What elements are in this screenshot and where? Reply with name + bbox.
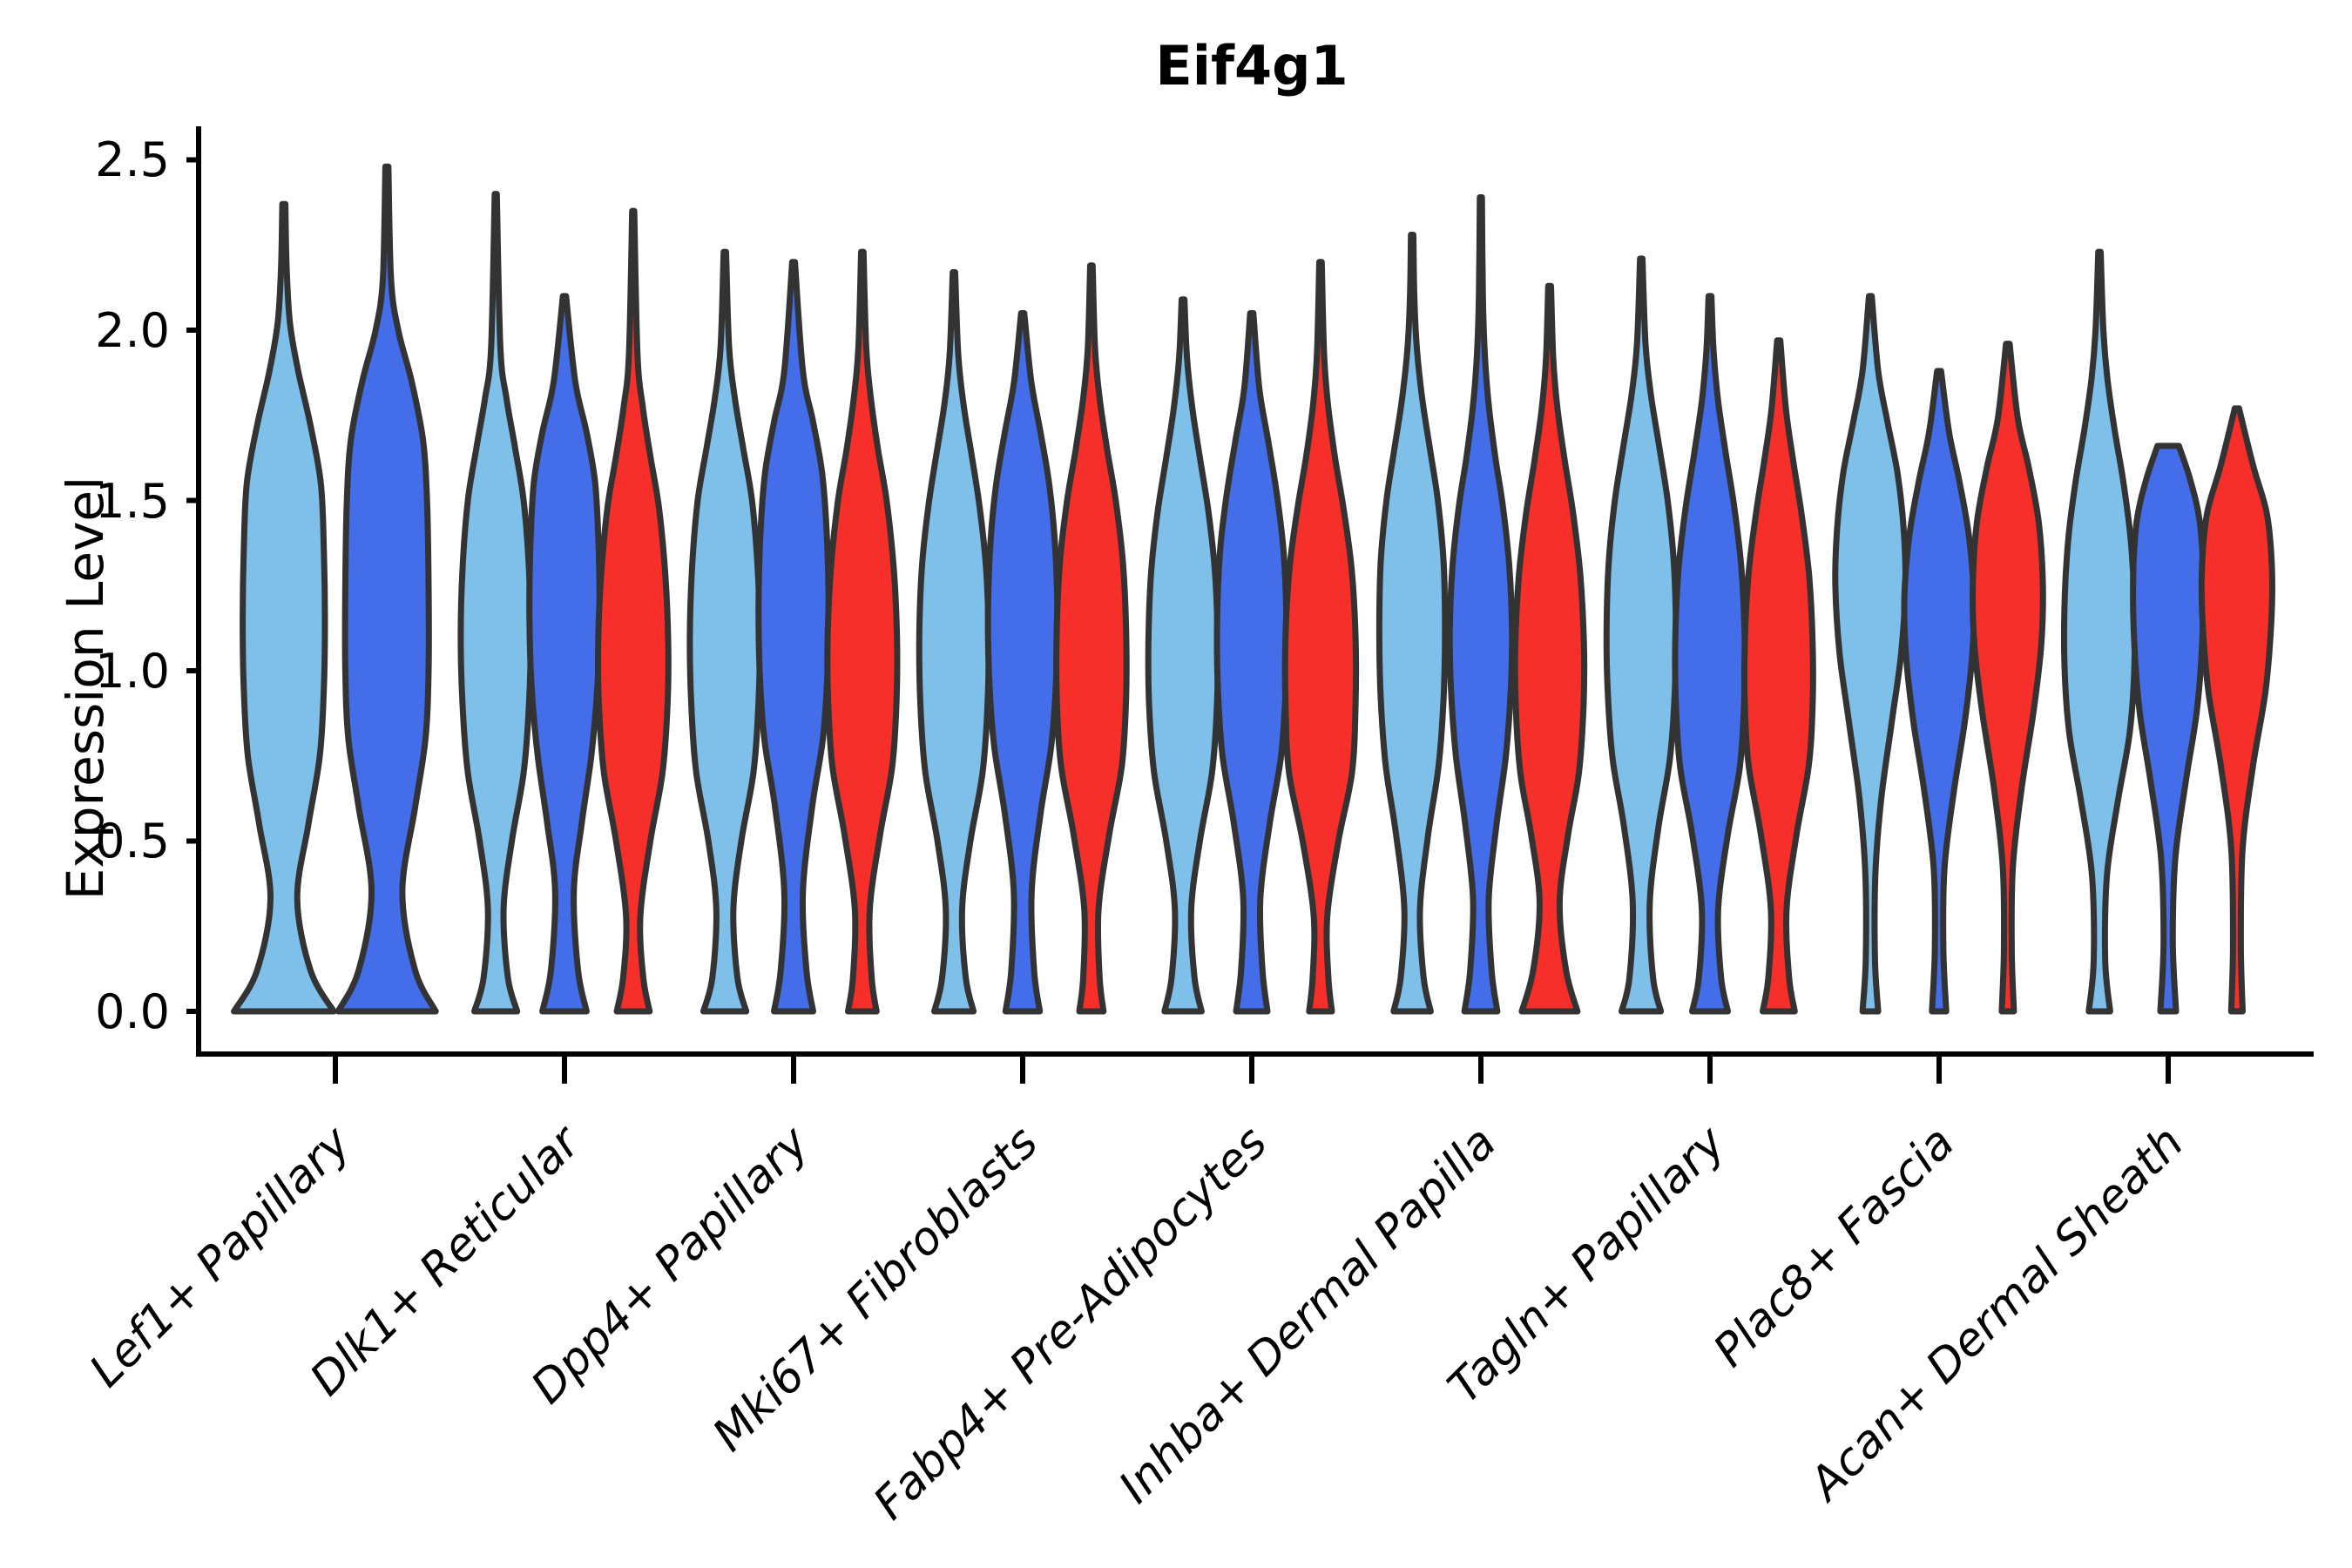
violin-plac8-fascia-light_blue: [1832, 293, 1909, 1015]
y-tick-label: 0.5: [95, 814, 170, 868]
violin-fabp4-pre-adipocytes-dark_blue: [1213, 310, 1290, 1015]
violin-acan-dermal-sheath-dark_blue: [2130, 443, 2207, 1015]
violin-acan-dermal-sheath-light_blue: [2060, 248, 2139, 1015]
violin-fabp4-pre-adipocytes-light_blue: [1145, 296, 1221, 1015]
violin-inhba-dermal-papilla-red: [1511, 282, 1588, 1015]
y-tick-labels: 0.0 0.5 1.0 1.5 2.0 2.5: [95, 132, 170, 1039]
violin-plac8-fascia-red: [1970, 341, 2046, 1015]
y-tick-label: 0.0: [95, 984, 170, 1039]
y-tick-label: 1.5: [95, 474, 170, 529]
violin-dlk1-reticular-red: [594, 207, 672, 1015]
violin-tagln-papillary-light_blue: [1603, 255, 1680, 1015]
violin-mki67-fibroblasts-dark_blue: [984, 310, 1061, 1015]
violins-layer: [231, 163, 2276, 1015]
violin-dpp4-papillary-red: [824, 248, 901, 1015]
violin-inhba-dermal-papilla-dark_blue: [1446, 194, 1516, 1015]
violin-fabp4-pre-adipocytes-red: [1281, 259, 1360, 1015]
violin-lef1-papillary-light_blue: [231, 200, 337, 1015]
violin-inhba-dermal-papilla-light_blue: [1375, 232, 1449, 1015]
violin-mki67-fibroblasts-light_blue: [916, 269, 992, 1015]
y-tick-label: 2.0: [95, 303, 170, 358]
x-tick-label: Plac8+ Fascia: [1704, 1117, 1964, 1377]
y-tick-label: 2.5: [95, 132, 170, 187]
violin-dpp4-papillary-light_blue: [686, 248, 763, 1015]
x-tick-label: Fabp4+ Pre-Adipocytes: [864, 1117, 1278, 1531]
violin-acan-dermal-sheath-red: [2198, 405, 2276, 1015]
y-tick-label: 1.0: [95, 644, 170, 699]
chart-title: Eif4g1: [1155, 34, 1348, 98]
axes-layer: [186, 126, 2314, 1084]
violin-mki67-fibroblasts-red: [1053, 262, 1130, 1015]
violin-lef1-papillary-dark_blue: [335, 163, 439, 1015]
violin-dlk1-reticular-dark_blue: [526, 293, 603, 1015]
x-tick-label: Inhba+ Dermal Papilla: [1109, 1117, 1506, 1514]
violin-tagln-papillary-dark_blue: [1672, 293, 1748, 1015]
x-tick-labels: Lef1+ Papillary Dlk1+ Reticular Dpp4+ Pa…: [80, 1114, 2193, 1530]
violin-dlk1-reticular-light_blue: [457, 191, 534, 1015]
y-axis-label: Expression Level: [56, 476, 115, 900]
violin-tagln-papillary-red: [1740, 337, 1816, 1015]
x-tick-label: Acan+ Dermal Sheath: [1798, 1117, 2193, 1512]
violin-dpp4-papillary-dark_blue: [755, 259, 832, 1015]
violin-plac8-fascia-dark_blue: [1901, 368, 1977, 1015]
